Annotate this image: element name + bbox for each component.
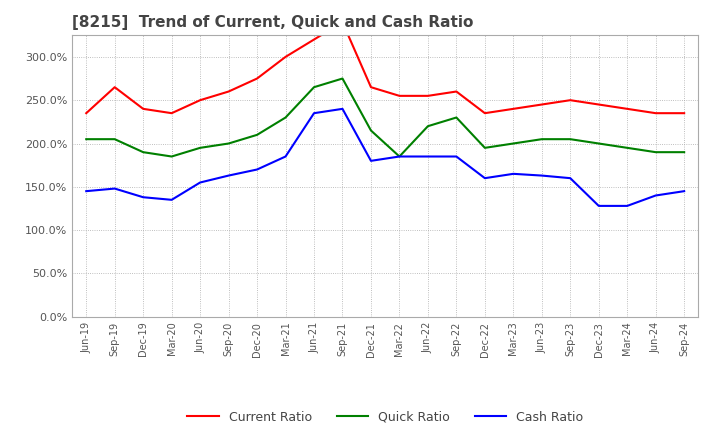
Cash Ratio (366, 158, 375, 164)
Line: Cash Ratio: Cash Ratio (86, 109, 684, 206)
Current Ratio (595, 102, 603, 107)
Current Ratio (509, 106, 518, 111)
Cash Ratio (338, 106, 347, 111)
Text: [8215]  Trend of Current, Quick and Cash Ratio: [8215] Trend of Current, Quick and Cash … (72, 15, 473, 30)
Current Ratio (395, 93, 404, 99)
Cash Ratio (310, 110, 318, 116)
Cash Ratio (452, 154, 461, 159)
Cash Ratio (253, 167, 261, 172)
Cash Ratio (480, 176, 489, 181)
Current Ratio (167, 110, 176, 116)
Current Ratio (366, 84, 375, 90)
Quick Ratio (196, 145, 204, 150)
Quick Ratio (537, 136, 546, 142)
Line: Current Ratio: Current Ratio (86, 22, 684, 113)
Current Ratio (110, 84, 119, 90)
Current Ratio (310, 37, 318, 42)
Quick Ratio (680, 150, 688, 155)
Quick Ratio (509, 141, 518, 146)
Cash Ratio (509, 171, 518, 176)
Quick Ratio (595, 141, 603, 146)
Cash Ratio (225, 173, 233, 178)
Quick Ratio (338, 76, 347, 81)
Quick Ratio (282, 115, 290, 120)
Quick Ratio (452, 115, 461, 120)
Cash Ratio (395, 154, 404, 159)
Cash Ratio (566, 176, 575, 181)
Quick Ratio (110, 136, 119, 142)
Current Ratio (196, 98, 204, 103)
Cash Ratio (623, 203, 631, 209)
Quick Ratio (623, 145, 631, 150)
Current Ratio (82, 110, 91, 116)
Quick Ratio (139, 150, 148, 155)
Quick Ratio (566, 136, 575, 142)
Quick Ratio (480, 145, 489, 150)
Current Ratio (680, 110, 688, 116)
Current Ratio (623, 106, 631, 111)
Current Ratio (537, 102, 546, 107)
Current Ratio (253, 76, 261, 81)
Current Ratio (452, 89, 461, 94)
Cash Ratio (196, 180, 204, 185)
Cash Ratio (82, 188, 91, 194)
Quick Ratio (82, 136, 91, 142)
Current Ratio (652, 110, 660, 116)
Quick Ratio (225, 141, 233, 146)
Legend: Current Ratio, Quick Ratio, Cash Ratio: Current Ratio, Quick Ratio, Cash Ratio (182, 406, 588, 429)
Current Ratio (282, 54, 290, 59)
Current Ratio (566, 98, 575, 103)
Cash Ratio (167, 197, 176, 202)
Quick Ratio (652, 150, 660, 155)
Cash Ratio (423, 154, 432, 159)
Cash Ratio (680, 188, 688, 194)
Cash Ratio (652, 193, 660, 198)
Cash Ratio (110, 186, 119, 191)
Quick Ratio (310, 84, 318, 90)
Cash Ratio (537, 173, 546, 178)
Current Ratio (480, 110, 489, 116)
Quick Ratio (423, 124, 432, 129)
Current Ratio (225, 89, 233, 94)
Current Ratio (139, 106, 148, 111)
Cash Ratio (282, 154, 290, 159)
Current Ratio (423, 93, 432, 99)
Quick Ratio (253, 132, 261, 137)
Quick Ratio (366, 128, 375, 133)
Line: Quick Ratio: Quick Ratio (86, 78, 684, 157)
Current Ratio (338, 19, 347, 25)
Quick Ratio (167, 154, 176, 159)
Cash Ratio (139, 194, 148, 200)
Quick Ratio (395, 154, 404, 159)
Cash Ratio (595, 203, 603, 209)
